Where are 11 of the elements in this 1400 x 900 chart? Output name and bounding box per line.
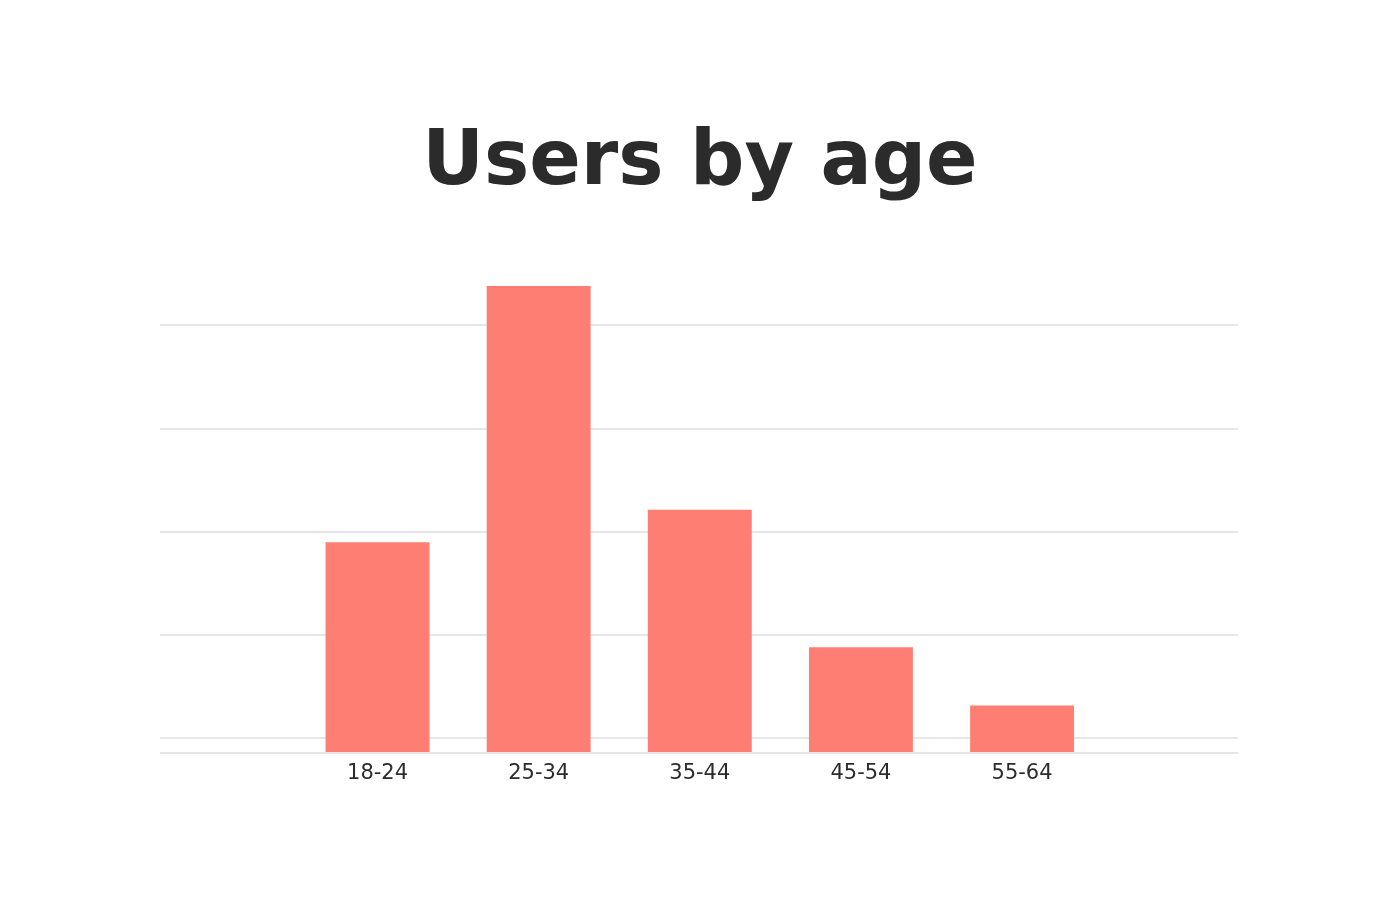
bar bbox=[325, 542, 430, 752]
x-tick-label: 45-54 bbox=[830, 760, 892, 785]
bar bbox=[808, 647, 913, 752]
x-tick-label: 55-64 bbox=[991, 760, 1053, 785]
bar bbox=[486, 286, 591, 752]
x-tick-label: 18-24 bbox=[347, 760, 409, 785]
bar bbox=[647, 509, 752, 752]
chart-title: Users by age bbox=[422, 113, 978, 203]
x-tick-label: 25-34 bbox=[508, 760, 570, 785]
x-tick-label: 35-44 bbox=[669, 760, 731, 785]
bar bbox=[970, 705, 1075, 752]
